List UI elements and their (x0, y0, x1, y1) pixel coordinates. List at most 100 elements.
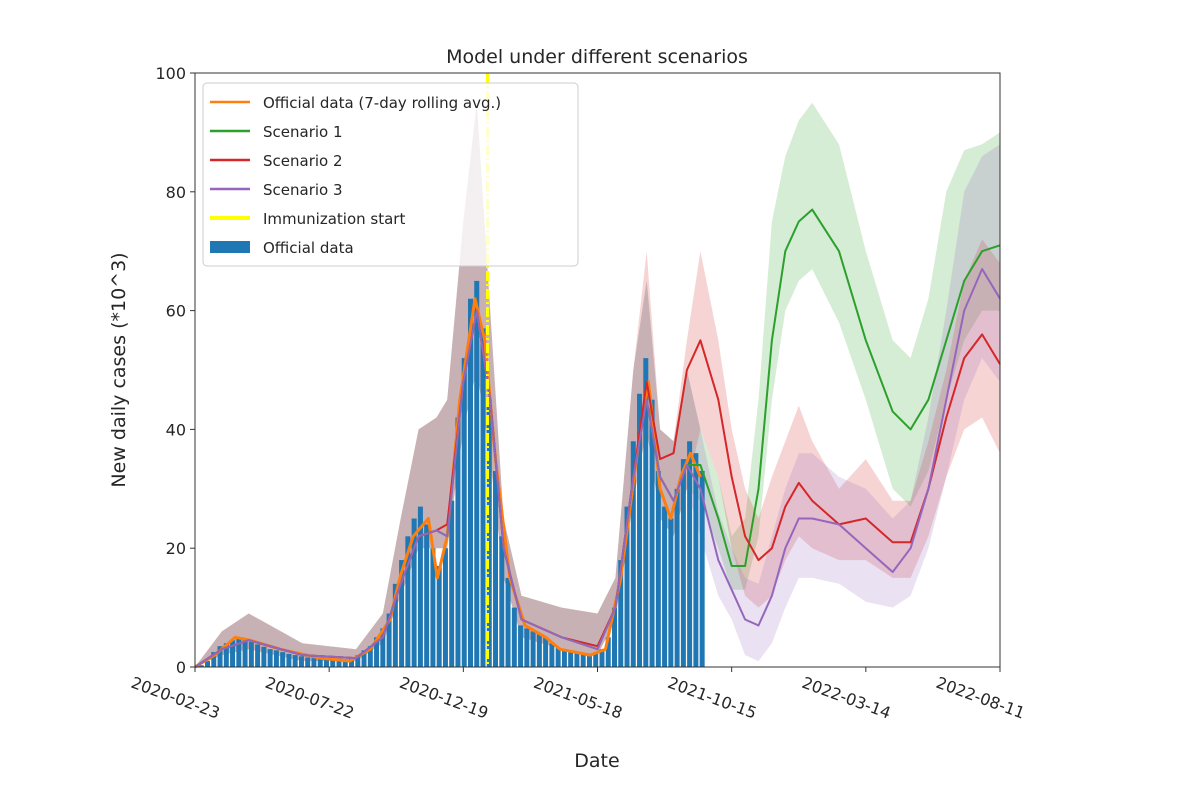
official-data-bar (536, 634, 542, 667)
official-data-bar (586, 654, 592, 667)
band-scenario-3 (195, 102, 1000, 667)
official-data-bar (361, 650, 367, 667)
official-data-bar (442, 548, 448, 667)
legend-box (202, 82, 579, 267)
official-data-bar (674, 488, 680, 667)
confidence-bands (195, 102, 1000, 667)
official-data-bar (655, 470, 661, 667)
official-data-bar (411, 518, 417, 667)
x-tick-label: 2021-05-18 (531, 673, 625, 723)
official-data-bars (198, 280, 705, 667)
official-data-bar (662, 506, 668, 667)
official-data-bar (580, 653, 586, 667)
official-data-bar (330, 659, 336, 667)
official-data-bar (292, 655, 298, 667)
official-data-bar (236, 638, 242, 667)
x-tick-label: 2020-12-19 (397, 673, 491, 723)
official-data-bar (637, 393, 643, 667)
official-data-bar (561, 650, 567, 667)
official-data-bar (605, 637, 611, 667)
official-data-bar (248, 642, 254, 667)
official-data-bar (205, 661, 211, 667)
official-data-bar (267, 649, 273, 667)
official-data-bar (505, 577, 511, 667)
official-data-bar (217, 646, 223, 667)
official-data-bar (424, 524, 430, 667)
official-data-bar (599, 649, 605, 667)
official-data-bar (524, 628, 530, 667)
x-tick-label: 2020-02-23 (129, 673, 223, 723)
official-data-bar (261, 646, 267, 667)
official-data-bar (355, 655, 361, 667)
legend-label: Official data (263, 239, 354, 257)
official-data-bar (693, 453, 699, 667)
official-data-bar (211, 652, 217, 667)
official-data-bar (668, 518, 674, 667)
official-data-bar (474, 280, 480, 667)
official-data-bar (298, 656, 304, 667)
official-data-bar (493, 470, 499, 667)
x-tick-label: 2020-07-22 (263, 673, 357, 723)
legend-label: Scenario 2 (263, 152, 343, 170)
band-scenario-1 (195, 102, 1000, 667)
official-data-bar (568, 652, 574, 667)
official-data-bar (286, 653, 292, 667)
official-data-bar (280, 652, 286, 667)
legend-label: Scenario 1 (263, 123, 343, 141)
official-data-bar (643, 358, 649, 667)
y-axis: 0 20 40 60 80 100 (155, 64, 195, 677)
x-tick-label: 2022-03-14 (799, 673, 893, 723)
y-axis-label: New daily cases (*10^3) (108, 252, 130, 487)
official-data-bar (386, 613, 392, 667)
x-axis: 2020-02-23 2020-07-22 2020-12-19 2021-05-18… (129, 667, 1028, 723)
official-data-bar (230, 640, 236, 667)
official-data-bar (624, 506, 630, 667)
official-data-bar (242, 640, 248, 667)
official-data-bar (486, 399, 492, 667)
y-tick-label: 100 (155, 64, 186, 83)
official-data-bar (480, 328, 486, 667)
x-tick-label: 2022-08-11 (934, 673, 1028, 723)
x-tick-label: 2021-10-15 (665, 673, 759, 723)
official-data-bar (342, 659, 348, 667)
official-data-bar (511, 607, 517, 667)
official-data-bar (223, 643, 229, 667)
legend: Official data (7-day rolling avg.) Scenar… (202, 82, 579, 267)
legend-label: Immunization start (263, 210, 405, 228)
official-data-bar (305, 657, 311, 667)
official-data-bar (273, 650, 279, 667)
official-data-bar (611, 607, 617, 667)
y-tick-label: 80 (166, 183, 186, 202)
official-data-bar (467, 298, 473, 667)
official-data-bar (649, 399, 655, 667)
official-data-bar (317, 658, 323, 667)
y-tick-label: 40 (166, 420, 186, 439)
chart-title: Model under different scenarios (446, 46, 748, 68)
official-data-bar (336, 659, 342, 667)
official-data-bar (543, 637, 549, 667)
official-data-bar (574, 653, 580, 667)
official-data-bar (399, 560, 405, 667)
official-data-bar (461, 358, 467, 667)
official-data-bar (436, 566, 442, 667)
official-data-bar (367, 646, 373, 667)
official-data-bar (198, 665, 204, 667)
x-axis-label: Date (574, 750, 619, 772)
official-data-bar (530, 631, 536, 667)
legend-label: Official data (7-day rolling avg.) (263, 94, 501, 112)
legend-label: Scenario 3 (263, 181, 343, 199)
official-data-bar (374, 637, 380, 667)
official-data-bar (518, 625, 524, 667)
y-tick-label: 20 (166, 539, 186, 558)
official-data-bar (417, 506, 423, 667)
y-tick-label: 60 (166, 302, 186, 321)
official-data-bar (680, 459, 686, 667)
official-data-bar (405, 536, 411, 667)
official-data-bar (255, 644, 261, 667)
official-data-bar (499, 536, 505, 667)
official-data-bar (311, 658, 317, 667)
official-data-bar (618, 560, 624, 667)
official-data-bar (630, 441, 636, 667)
y-tick-label: 0 (176, 658, 186, 677)
